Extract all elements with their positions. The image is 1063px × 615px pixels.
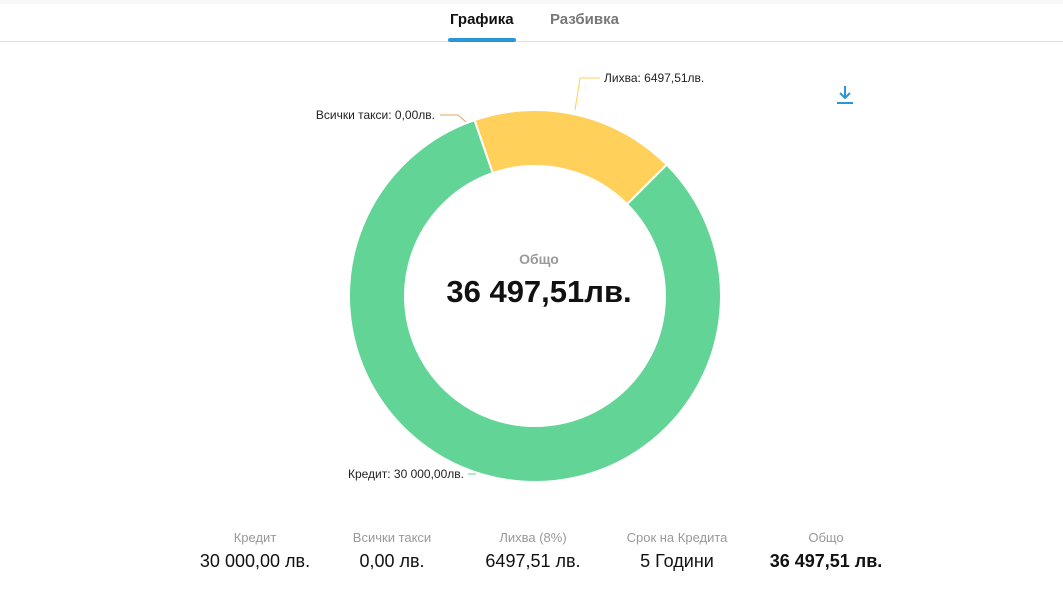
- slice-label-interest: Лихва: 6497,51лв.: [604, 71, 704, 85]
- donut-chart: Общо 36 497,51лв. Лихва: 6497,51лв. Всич…: [316, 71, 722, 483]
- slice-Лихва[interactable]: [473, 109, 669, 206]
- summary-label: Всички такси: [352, 530, 432, 545]
- center-value: 36 497,51лв.: [446, 274, 631, 309]
- summary-fees: Всички такси 0,00 лв.: [312, 530, 472, 572]
- summary-total: Общо 36 497,51 лв.: [746, 530, 906, 572]
- summary-value: 36 497,51 лв.: [769, 551, 883, 571]
- summary-label: Срок на Кредита: [626, 530, 728, 545]
- summary-label: Общо: [808, 530, 844, 545]
- slice-Кредит[interactable]: [348, 118, 722, 483]
- tab-bar: Графика Разбивка: [0, 0, 1063, 42]
- summary-label: Кредит: [233, 530, 277, 545]
- summary-value: 6497,51 лв.: [485, 551, 581, 571]
- summary-credit: Кредит 30 000,00 лв.: [175, 530, 335, 572]
- summary-value: 0,00 лв.: [359, 551, 425, 571]
- summary-label: Лихва (8%): [499, 530, 567, 545]
- slice-label-fees: Всички такси: 0,00лв.: [316, 108, 435, 122]
- interest-leader-line: [574, 77, 600, 111]
- slice-label-credit: Кредит: 30 000,00лв.: [348, 467, 464, 481]
- summary-value: 5 Години: [640, 551, 714, 571]
- download-icon[interactable]: [836, 84, 854, 106]
- tab-breakdown[interactable]: Разбивка: [550, 11, 619, 28]
- summary-term: Срок на Кредита 5 Години: [597, 530, 757, 572]
- summary-interest: Лихва (8%) 6497,51 лв.: [453, 530, 613, 572]
- tab-chart[interactable]: Графика: [448, 11, 516, 42]
- center-label: Общо: [519, 251, 559, 267]
- fees-leader-line: [440, 114, 467, 123]
- top-bar: [0, 0, 1063, 4]
- summary-value: 30 000,00 лв.: [199, 551, 311, 571]
